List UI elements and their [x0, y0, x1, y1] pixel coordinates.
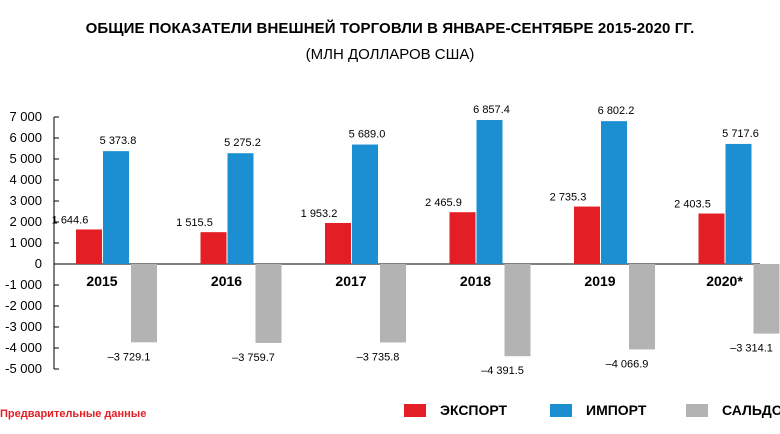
data-label-export: 1 515.5 — [176, 217, 213, 229]
data-label-export: 2 403.5 — [674, 199, 711, 211]
data-label-balance: –3 729.1 — [108, 351, 151, 363]
data-label-export: 2 465.9 — [425, 197, 462, 209]
data-label-import: 5 689.0 — [349, 129, 386, 141]
data-label-balance: –3 759.7 — [232, 352, 275, 364]
x-category-label: 2020* — [706, 273, 743, 289]
x-category-label: 2015 — [86, 273, 117, 289]
legend-item-export: ЭКСПОРТ — [404, 402, 507, 418]
y-tick-label: 3 000 — [9, 193, 42, 208]
bar-balance — [629, 264, 655, 350]
bar-import — [476, 119, 503, 264]
legend-swatch-import — [550, 403, 572, 417]
bar-balance — [380, 264, 406, 343]
bar-balance — [753, 264, 780, 334]
bar-export — [325, 222, 351, 264]
x-category-label: 2017 — [335, 273, 366, 289]
bar-import — [227, 153, 254, 264]
legend-swatch-balance — [686, 403, 708, 417]
y-tick-label: 4 000 — [9, 172, 42, 187]
data-label-export: 2 735.3 — [550, 192, 587, 204]
legend-label-balance: САЛЬДО — [722, 402, 780, 418]
bar-import — [352, 144, 378, 264]
bar-export — [574, 206, 600, 264]
bar-export — [698, 213, 725, 264]
legend-item-balance: САЛЬДО — [686, 402, 780, 418]
data-label-balance: –3 735.8 — [357, 351, 400, 363]
x-category-label: 2018 — [460, 273, 491, 289]
bar-export — [449, 212, 476, 264]
bar-import — [601, 121, 627, 264]
bar-balance — [255, 264, 282, 343]
chart-title: ОБЩИЕ ПОКАЗАТЕЛИ ВНЕШНЕЙ ТОРГОВЛИ В ЯНВА… — [85, 20, 695, 37]
y-tick-label: -3 000 — [5, 319, 42, 334]
bar-import — [725, 143, 752, 264]
bar-import — [103, 151, 129, 264]
y-tick-label: 0 — [35, 256, 42, 271]
y-tick-label: -5 000 — [5, 361, 42, 376]
data-label-balance: –4 391.5 — [481, 365, 524, 377]
y-tick-label: 6 000 — [9, 130, 42, 145]
data-label-import: 5 717.6 — [722, 128, 759, 140]
data-label-export: 1 644.6 — [52, 214, 89, 226]
bar-export — [76, 229, 102, 264]
data-label-export: 1 953.2 — [301, 208, 338, 220]
data-label-import: 6 802.2 — [598, 105, 635, 117]
x-category-label: 2019 — [584, 273, 615, 289]
legend-label-import: ИМПОРТ — [586, 402, 647, 418]
y-tick-label: 2 000 — [9, 214, 42, 229]
bar-export — [200, 232, 227, 264]
chart-subtitle: (МЛН ДОЛЛАРОВ США) — [305, 46, 475, 63]
y-tick-label: -1 000 — [5, 277, 42, 292]
bar-balance — [131, 264, 157, 343]
y-tick-label: 5 000 — [9, 151, 42, 166]
data-label-import: 6 857.4 — [473, 104, 510, 116]
legend-label-export: ЭКСПОРТ — [440, 402, 508, 418]
legend-swatch-export — [404, 403, 426, 417]
y-tick-label: -2 000 — [5, 298, 42, 313]
bar-balance — [504, 264, 531, 357]
x-category-label: 2016 — [211, 273, 242, 289]
data-label-import: 5 373.8 — [100, 135, 137, 147]
y-tick-label: 1 000 — [9, 235, 42, 250]
data-label-balance: –4 066.9 — [606, 358, 649, 370]
data-label-import: 5 275.2 — [224, 137, 261, 149]
y-tick-label: 7 000 — [9, 109, 42, 124]
y-tick-label: -4 000 — [5, 340, 42, 355]
preliminary-data-note: Предварительные данные — [0, 408, 147, 420]
data-label-balance: –3 314.1 — [730, 343, 773, 355]
legend-item-import: ИМПОРТ — [550, 402, 646, 418]
